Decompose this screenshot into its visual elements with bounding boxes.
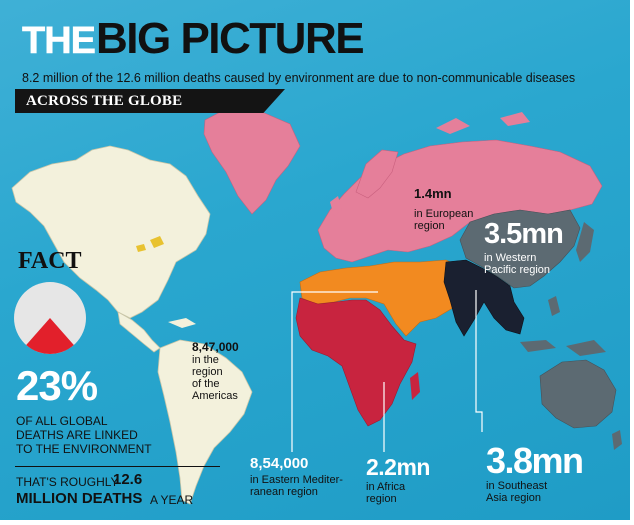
africa-region <box>295 297 417 427</box>
southeast-asia-region <box>443 259 525 337</box>
eastern-mediterranean-value: 8,54,000 <box>250 455 309 472</box>
americas-label: region <box>192 366 223 378</box>
australia <box>539 359 617 429</box>
roughly-number: 12.6 <box>113 471 143 488</box>
madagascar <box>410 372 420 400</box>
western-pacific-value: 3.5mn <box>484 218 564 250</box>
americas-label: Americas <box>192 390 238 402</box>
arctic-islands <box>436 112 530 134</box>
fact-line: DEATHS ARE LINKED <box>16 428 138 442</box>
eastern-mediterranean-label: in Eastern Mediter- <box>250 474 343 486</box>
subtitle: 8.2 million of the 12.6 million deaths c… <box>22 71 576 85</box>
fact-pie-slice <box>26 318 74 354</box>
new-zealand <box>612 430 622 450</box>
uk <box>330 196 342 216</box>
japan <box>576 222 594 262</box>
southeast-asia-value: 3.8mn <box>486 440 584 481</box>
southeast-asia-label: in Southeast <box>486 480 548 492</box>
fact-percent: 23% <box>16 362 98 409</box>
section-label: ACROSS THE GLOBE <box>26 93 183 109</box>
caribbean <box>168 318 196 328</box>
roughly-unit: MILLION DEATHS <box>16 490 143 507</box>
western-pacific-label: Pacific region <box>484 264 551 276</box>
title-the: THE <box>22 20 97 63</box>
title-big-picture: BIG PICTURE <box>96 14 365 63</box>
european-label: region <box>414 220 445 232</box>
americas-value: 8,47,000 <box>192 340 239 354</box>
americas-label: of the <box>192 378 220 390</box>
sea-callout-line <box>475 290 483 432</box>
roughly-suffix: A YEAR <box>150 493 194 507</box>
section-label-bar <box>15 89 285 113</box>
greenland <box>203 107 301 215</box>
roughly-prefix: THAT'S ROUGHLY <box>16 475 119 489</box>
africa-value: 2.2mn <box>366 454 430 480</box>
european-value: 1.4mn <box>414 186 452 201</box>
scandinavia <box>355 149 399 199</box>
fact-divider <box>15 466 220 467</box>
africa-label: region <box>366 493 397 505</box>
fact-heading: FACT <box>18 248 82 274</box>
southeast-asia-label: Asia region <box>486 492 542 504</box>
great-lakes <box>136 236 164 252</box>
western-pacific-region <box>459 209 581 289</box>
africa-label: in Africa <box>366 481 406 493</box>
americas-label: in the <box>192 354 219 366</box>
eastern-mediterranean-region <box>299 259 471 337</box>
fact-line: TO THE ENVIRONMENT <box>16 442 152 456</box>
north-america <box>11 145 211 319</box>
european-label: in European <box>414 208 474 220</box>
pacific-islands <box>520 296 606 356</box>
fact-line: OF ALL GLOBAL <box>16 414 108 428</box>
eastern-mediterranean-label: ranean region <box>250 486 318 498</box>
central-america <box>117 311 161 353</box>
western-pacific-label: in Western <box>484 252 537 264</box>
em-callout-line <box>291 291 378 452</box>
